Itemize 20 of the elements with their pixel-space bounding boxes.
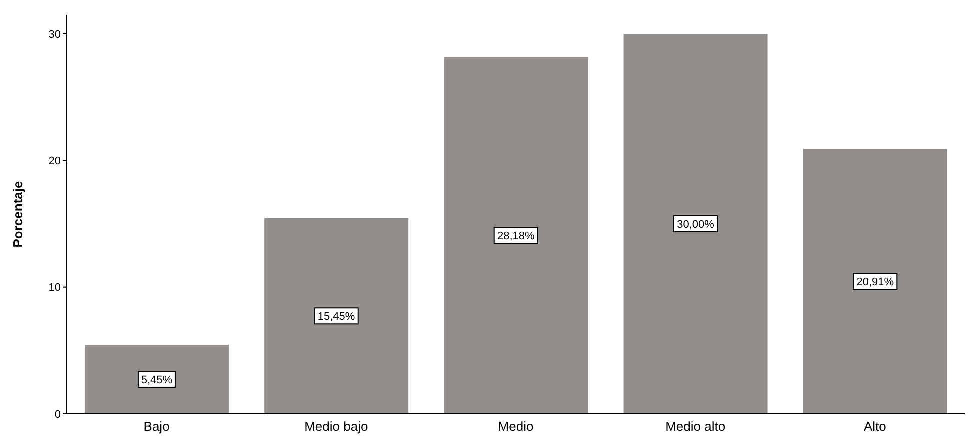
x-tick-label: Alto — [864, 419, 886, 434]
x-tick-label: Medio alto — [666, 419, 726, 434]
data-label: 20,91% — [856, 276, 894, 289]
bar — [444, 57, 588, 414]
y-tick-label: 10 — [48, 282, 61, 294]
bar — [803, 149, 948, 414]
x-tick-label: Medio — [498, 419, 534, 434]
x-tick-label: Bajo — [144, 419, 170, 434]
bar — [84, 344, 229, 414]
data-label: 15,45% — [318, 311, 356, 324]
data-label: 30,00% — [677, 219, 715, 231]
y-tick-label: 0 — [54, 408, 61, 421]
data-label: 28,18% — [498, 230, 536, 243]
bar — [264, 218, 409, 414]
data-label: 5,45% — [141, 374, 173, 386]
y-tick-label: 20 — [48, 156, 61, 168]
bar — [624, 34, 768, 414]
y-axis-title: Porcentaje — [10, 181, 26, 248]
y-tick-label: 30 — [48, 28, 61, 41]
x-tick-label: Medio bajo — [304, 419, 368, 434]
